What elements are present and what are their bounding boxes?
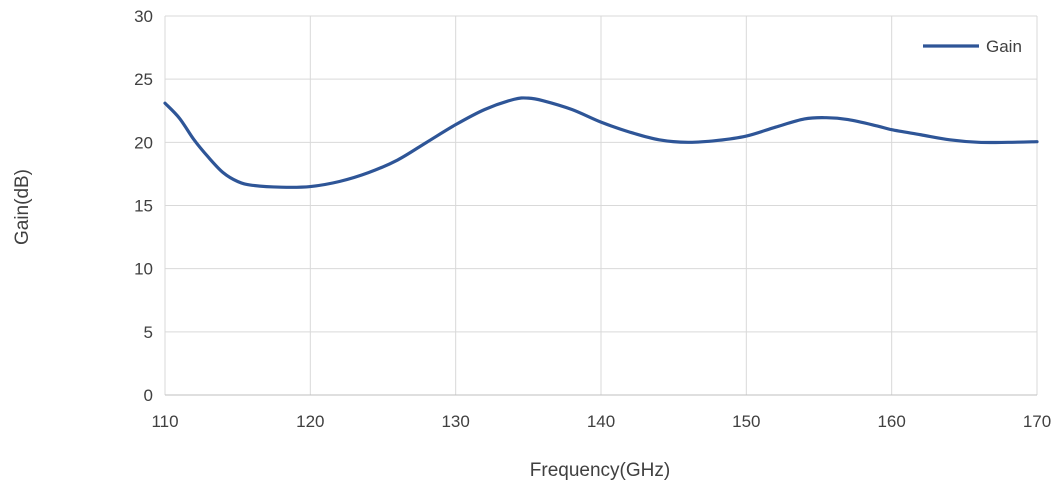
x-tick-label: 160 bbox=[877, 412, 905, 431]
x-tick-label: 140 bbox=[587, 412, 615, 431]
tick-labels: 0 5 10 15 20 25 30 110 120 130 140 150 160 170 bbox=[134, 7, 1051, 431]
x-tick-label: 120 bbox=[296, 412, 324, 431]
y-axis-title: Gain(dB) bbox=[12, 169, 33, 245]
y-tick-label: 30 bbox=[134, 7, 153, 26]
x-tick-label: 110 bbox=[151, 412, 178, 431]
legend-label: Gain bbox=[986, 37, 1022, 56]
x-tick-label: 170 bbox=[1023, 412, 1051, 431]
x-tick-label: 130 bbox=[441, 412, 469, 431]
x-axis-title: Frequency(GHz) bbox=[530, 460, 670, 481]
y-tick-label: 15 bbox=[134, 197, 153, 216]
series-layer bbox=[163, 96, 1039, 189]
x-tick-label: 150 bbox=[732, 412, 760, 431]
y-tick-label: 0 bbox=[144, 386, 153, 405]
y-tick-label: 20 bbox=[134, 133, 153, 152]
y-tick-label: 25 bbox=[134, 70, 153, 89]
y-tick-label: 10 bbox=[134, 260, 153, 279]
series-line-gain bbox=[163, 96, 1039, 189]
grid bbox=[164, 15, 1038, 395]
y-tick-label: 5 bbox=[144, 323, 153, 342]
legend: Gain bbox=[923, 37, 1022, 56]
